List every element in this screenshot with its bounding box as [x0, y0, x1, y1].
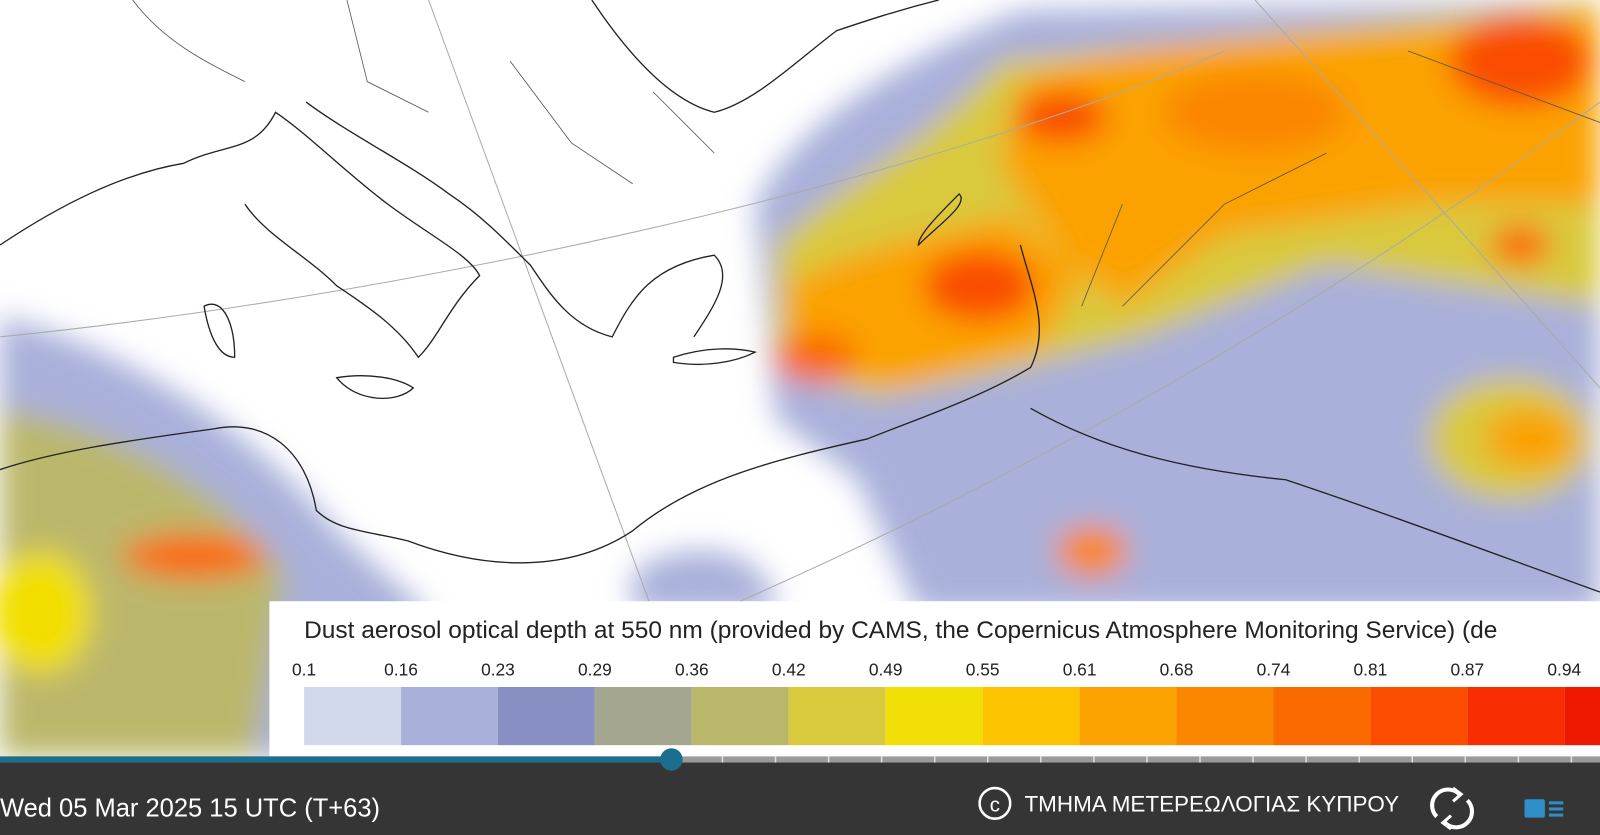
copyright-c: c [990, 795, 1000, 817]
legend: Dust aerosol optical depth at 550 nm (pr… [269, 601, 1600, 757]
legend-tick-label: 0.23 [481, 660, 515, 680]
legend-swatch [1467, 686, 1565, 746]
legend-tick-label: 0.68 [1160, 660, 1194, 680]
credit: ΤΜΗΜΑ ΜΕΤΕΡΕΩΛΟΓΙΑΣ ΚΥΠΡΟΥ [1024, 792, 1399, 817]
slider-track[interactable] [0, 756, 1600, 763]
slider-progress [0, 756, 672, 763]
legend-swatch [885, 686, 983, 746]
legend-swatch [1273, 686, 1371, 746]
refresh-button[interactable] [1430, 786, 1475, 831]
legend-swatch [691, 686, 789, 746]
legend-swatch [1564, 686, 1600, 746]
legend-tick-label: 0.16 [384, 660, 418, 680]
legend-tick-label: 0.87 [1450, 660, 1484, 680]
legend-swatch [1370, 686, 1468, 746]
footer-bar [0, 757, 1600, 835]
legend-tick-label: 0.74 [1257, 660, 1291, 680]
legend-swatch [594, 686, 692, 746]
layers-button[interactable] [1524, 799, 1564, 818]
legend-tick-label: 0.1 [292, 660, 316, 680]
slider-handle[interactable] [660, 748, 683, 771]
map [0, 0, 1600, 758]
legend-swatch [401, 686, 498, 746]
legend-swatch [788, 686, 886, 746]
legend-tick-label: 0.61 [1063, 660, 1097, 680]
legend-tick-label: 0.42 [772, 660, 806, 680]
legend-tick-label: 0.36 [675, 660, 709, 680]
legend-tick-label: 0.94 [1547, 660, 1581, 680]
legend-swatch [497, 686, 595, 746]
legend-swatch [1079, 686, 1177, 746]
legend-tick-label: 0.49 [869, 660, 903, 680]
slider-ticks [721, 756, 1573, 763]
legend-tick-label: 0.29 [578, 660, 612, 680]
legend-swatch [1176, 686, 1274, 746]
legend-scale: 0.1 0.16 0.23 0.29 0.36 0.42 0.49 0.55 0.61 0.68 0… [292, 660, 1600, 746]
timestamp: Wed 05 Mar 2025 15 UTC (T+63) [0, 795, 380, 823]
legend-swatch [304, 686, 402, 746]
legend-tick-label: 0.55 [966, 660, 1000, 680]
dust-field [0, 0, 1600, 758]
legend-swatch [982, 686, 1080, 746]
legend-tick-label: 0.81 [1354, 660, 1388, 680]
timeline: Wed 05 Mar 2025 15 UTC (T+63) c ΤΜΗΜΑ ΜΕ… [0, 748, 1600, 835]
copyright-icon [978, 786, 1012, 820]
legend-title: Dust aerosol optical depth at 550 nm (pr… [304, 617, 1497, 644]
